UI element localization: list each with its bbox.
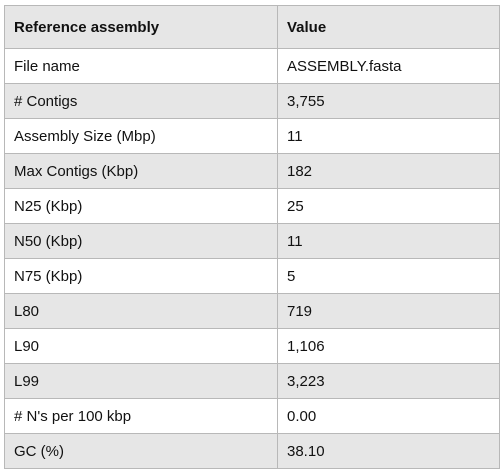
table-row: File name ASSEMBLY.fasta — [4, 48, 500, 84]
row-value: ASSEMBLY.fasta — [277, 48, 500, 84]
table-row: # Contigs 3,755 — [4, 83, 500, 119]
row-label: Max Contigs (Kbp) — [4, 153, 278, 189]
row-label: L80 — [4, 293, 278, 329]
table-row: Assembly Size (Mbp) 11 — [4, 118, 500, 154]
row-label: GC (%) — [4, 433, 278, 469]
row-value: 0.00 — [277, 398, 500, 434]
row-value: 1,106 — [277, 328, 500, 364]
row-value: 25 — [277, 188, 500, 224]
table-row: L99 3,223 — [4, 363, 500, 399]
table-row: L80 719 — [4, 293, 500, 329]
row-value: 719 — [277, 293, 500, 329]
row-value: 182 — [277, 153, 500, 189]
row-label: L99 — [4, 363, 278, 399]
table-row: Max Contigs (Kbp) 182 — [4, 153, 500, 189]
table-row: N50 (Kbp) 11 — [4, 223, 500, 259]
row-label: N25 (Kbp) — [4, 188, 278, 224]
row-label: # N's per 100 kbp — [4, 398, 278, 434]
table-row: GC (%) 38.10 — [4, 433, 500, 469]
row-label: File name — [4, 48, 278, 84]
row-label: Assembly Size (Mbp) — [4, 118, 278, 154]
table-row: # N's per 100 kbp 0.00 — [4, 398, 500, 434]
row-label: N50 (Kbp) — [4, 223, 278, 259]
table-row: L90 1,106 — [4, 328, 500, 364]
table-header-row: Reference assembly Value — [4, 5, 500, 49]
row-value: 3,755 — [277, 83, 500, 119]
column-header-value: Value — [277, 5, 500, 49]
table-row: N75 (Kbp) 5 — [4, 258, 500, 294]
row-value: 5 — [277, 258, 500, 294]
row-value: 11 — [277, 223, 500, 259]
row-value: 38.10 — [277, 433, 500, 469]
row-label: N75 (Kbp) — [4, 258, 278, 294]
row-label: L90 — [4, 328, 278, 364]
column-header-reference-assembly: Reference assembly — [4, 5, 278, 49]
assembly-stats-table-container: Reference assembly Value File name ASSEM… — [4, 5, 500, 469]
table-row: N25 (Kbp) 25 — [4, 188, 500, 224]
row-label: # Contigs — [4, 83, 278, 119]
row-value: 11 — [277, 118, 500, 154]
assembly-stats-table: Reference assembly Value File name ASSEM… — [4, 5, 500, 469]
row-value: 3,223 — [277, 363, 500, 399]
